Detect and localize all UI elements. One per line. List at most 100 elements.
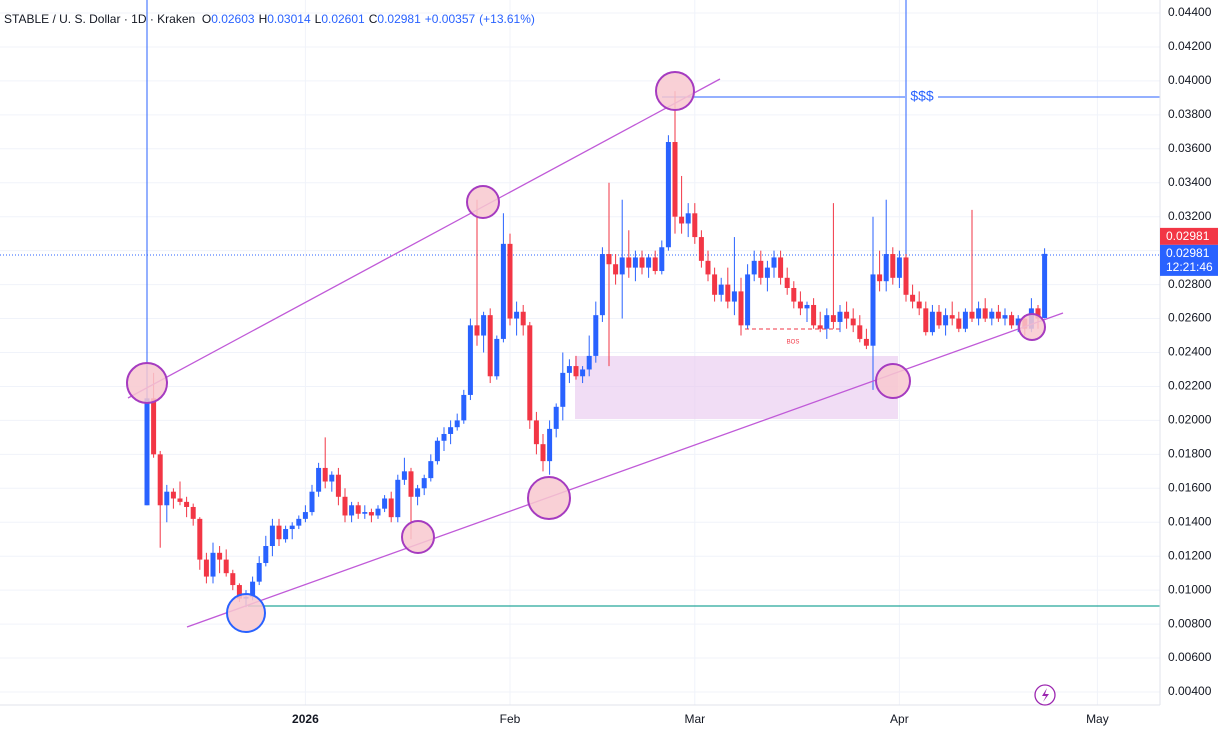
- candle-body: [784, 277, 790, 288]
- candle-body: [375, 508, 381, 516]
- candle-body: [421, 478, 427, 489]
- candle-body: [962, 311, 968, 329]
- candle-body: [969, 311, 975, 319]
- candle-body: [804, 304, 810, 309]
- ohlc-value: 0.03014: [267, 12, 311, 26]
- candle-body: [355, 505, 361, 514]
- candle-body: [520, 311, 526, 326]
- candle-body: [296, 518, 302, 526]
- candle-body: [481, 315, 487, 336]
- candle-body: [995, 311, 1001, 319]
- candle-body: [408, 471, 414, 497]
- candle-body: [626, 257, 632, 268]
- candle-body: [223, 559, 229, 574]
- candle-body: [936, 311, 942, 326]
- candle-body: [1002, 315, 1008, 319]
- candle-body: [190, 506, 196, 519]
- candle-body: [283, 529, 289, 540]
- candle-body: [613, 264, 619, 275]
- candle-body: [382, 498, 388, 509]
- ohlc-key: O: [201, 12, 212, 26]
- candle-body: [428, 461, 434, 479]
- candle-body: [415, 488, 421, 497]
- y-tick-label: 0.02800: [1168, 277, 1212, 291]
- candle-body: [448, 427, 454, 434]
- annotation: BOS: [787, 340, 800, 346]
- candle-body: [461, 394, 467, 421]
- annotation: $$$: [910, 88, 934, 104]
- candle-body: [1035, 308, 1041, 319]
- candle-body: [256, 562, 262, 582]
- candle-body: [454, 420, 460, 428]
- candle-body: [1009, 315, 1015, 326]
- y-tick-label: 0.03600: [1168, 141, 1212, 155]
- candle-body: [652, 257, 658, 272]
- candle-body: [685, 213, 691, 224]
- candle-body: [639, 257, 645, 268]
- candle-body: [771, 257, 777, 268]
- markers: [126, 71, 1046, 633]
- y-tick-label: 0.00800: [1168, 616, 1212, 630]
- candle-body: [619, 257, 625, 275]
- y-tick-label: 0.00600: [1168, 650, 1212, 664]
- candle-body: [943, 315, 949, 326]
- candle-body: [1042, 253, 1048, 319]
- candle-body: [903, 257, 909, 295]
- candle-body: [401, 471, 407, 480]
- trend-line: [127, 78, 721, 399]
- candle-body: [210, 552, 216, 577]
- candle-body: [824, 315, 830, 329]
- candle-body: [467, 325, 473, 395]
- candle-body: [751, 260, 757, 275]
- candle-body: [302, 512, 308, 519]
- candle-body: [527, 325, 533, 421]
- candle-body: [896, 257, 902, 278]
- candle-body: [368, 512, 374, 516]
- price-box: [1160, 244, 1218, 276]
- candle-body: [203, 559, 209, 577]
- y-tick-label: 0.01000: [1168, 582, 1212, 596]
- candle-body: [916, 301, 922, 309]
- candle-body: [672, 142, 678, 217]
- candle-body: [778, 257, 784, 278]
- candle-body: [507, 243, 513, 319]
- candle-body: [745, 274, 751, 326]
- candle-body: [976, 308, 982, 319]
- candle-body: [705, 260, 711, 275]
- price-box: [1160, 227, 1218, 245]
- candle-body: [342, 496, 348, 516]
- candle-body: [646, 257, 652, 268]
- price-label: 0.02981: [1166, 246, 1210, 260]
- y-tick-label: 0.02200: [1168, 379, 1212, 393]
- candle-body: [857, 325, 863, 339]
- candle-body: [157, 454, 163, 506]
- candle-body: [553, 406, 559, 429]
- candle-body: [164, 491, 170, 506]
- candle-body: [890, 254, 896, 278]
- candle-body: [797, 301, 803, 309]
- candle-body: [718, 284, 724, 295]
- x-tick-label: 2026: [292, 712, 319, 726]
- candle-body: [217, 552, 223, 560]
- ohlc-value: 0.02981: [377, 12, 421, 26]
- candle-body: [547, 428, 553, 462]
- candle-body: [309, 491, 315, 513]
- candle-body: [791, 287, 797, 302]
- candle-body: [758, 260, 764, 278]
- candle-body: [1015, 318, 1021, 326]
- y-axis: 0.00400 0.00600 0.00800 0.01000 0.01200 0.014…: [292, 5, 1218, 726]
- candle-body: [289, 525, 295, 530]
- candle-body: [659, 247, 665, 272]
- y-tick-label: 0.01600: [1168, 480, 1212, 494]
- candle-body: [269, 525, 275, 547]
- candle-body: [349, 505, 355, 516]
- candle-body: [692, 213, 698, 238]
- alert-icon: [1042, 688, 1049, 702]
- price-label: 0.02981: [1166, 229, 1210, 243]
- candle-body: [494, 338, 500, 377]
- x-tick-label: May: [1086, 712, 1109, 726]
- candle-body: [540, 444, 546, 462]
- candle-body: [573, 366, 579, 377]
- ohlc-key: L: [314, 12, 322, 26]
